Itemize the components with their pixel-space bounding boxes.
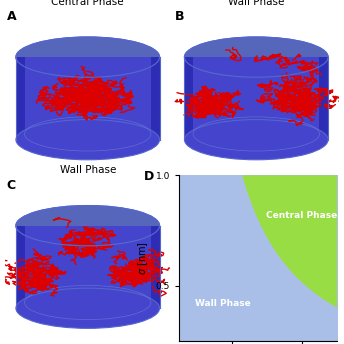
Y-axis label: $\sigma$ [nm]: $\sigma$ [nm]	[136, 241, 150, 275]
Polygon shape	[16, 57, 24, 140]
Polygon shape	[16, 226, 160, 308]
Polygon shape	[16, 226, 24, 308]
Ellipse shape	[16, 288, 160, 329]
Polygon shape	[151, 57, 160, 140]
Ellipse shape	[184, 37, 328, 77]
Polygon shape	[16, 57, 160, 140]
Title: Central Phase: Central Phase	[51, 0, 124, 7]
Polygon shape	[184, 57, 193, 140]
Text: A: A	[7, 10, 17, 23]
Text: B: B	[175, 10, 185, 23]
Ellipse shape	[184, 120, 328, 160]
Ellipse shape	[16, 37, 160, 77]
Text: Central Phase: Central Phase	[266, 211, 337, 219]
Polygon shape	[320, 57, 328, 140]
Ellipse shape	[16, 120, 160, 160]
Title: Wall Phase: Wall Phase	[228, 0, 284, 7]
Text: Wall Phase: Wall Phase	[195, 299, 251, 308]
Text: D: D	[144, 171, 154, 183]
Text: C: C	[7, 179, 16, 192]
Polygon shape	[184, 57, 328, 140]
Polygon shape	[242, 175, 337, 308]
Polygon shape	[151, 226, 160, 308]
Ellipse shape	[16, 206, 160, 246]
Title: Wall Phase: Wall Phase	[60, 165, 116, 175]
